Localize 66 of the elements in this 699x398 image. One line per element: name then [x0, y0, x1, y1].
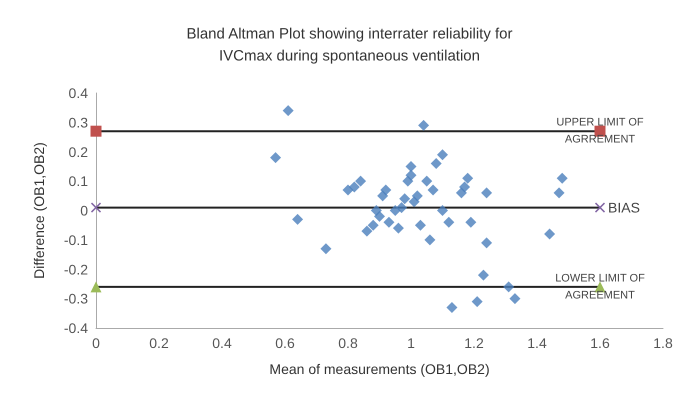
point	[380, 184, 392, 196]
x-tick-label: 0.2	[149, 335, 169, 351]
point	[503, 281, 514, 292]
point	[392, 222, 404, 234]
point	[465, 216, 476, 228]
point	[418, 120, 430, 131]
point	[90, 202, 102, 213]
y-tick-label: -0.4	[64, 320, 88, 336]
x-tick-label: 1.8	[653, 335, 673, 351]
point	[320, 243, 332, 254]
series-label: UPPER LIMIT OF AGRREMENT	[556, 116, 644, 146]
point	[90, 126, 102, 137]
point	[412, 190, 423, 202]
point	[424, 234, 436, 246]
point	[374, 210, 385, 222]
point	[355, 176, 366, 187]
point	[348, 182, 360, 192]
x-tick-label: 0	[92, 335, 100, 351]
y-tick-label: 0	[80, 202, 88, 218]
series-label: BIAS	[608, 200, 640, 216]
point	[396, 202, 408, 214]
point	[481, 187, 492, 198]
y-tick-label: 0.4	[68, 85, 88, 101]
y-tick-label: 0.2	[68, 144, 88, 160]
point	[430, 158, 442, 169]
point	[282, 105, 294, 116]
y-tick-label: -0.1	[64, 232, 88, 248]
point	[292, 214, 304, 225]
y-tick-label: 0.1	[68, 173, 88, 190]
point	[361, 226, 372, 237]
point	[443, 216, 454, 228]
point	[406, 160, 416, 172]
y-axis-title: Difference (OB1,OB2)	[31, 142, 47, 279]
point	[446, 302, 458, 313]
point	[594, 202, 606, 213]
x-tick-label: 0.4	[212, 335, 232, 351]
point	[428, 184, 439, 196]
x-tick-label: 0.8	[338, 335, 358, 351]
point	[462, 172, 474, 184]
x-tick-label: 0.6	[275, 335, 295, 351]
y-tick-label: -0.2	[64, 261, 88, 278]
x-tick-label: 1.4	[527, 335, 547, 351]
point	[478, 270, 489, 281]
x-tick-label: 1.6	[590, 335, 610, 351]
point	[509, 293, 520, 304]
point	[383, 216, 394, 228]
point	[399, 193, 410, 204]
point	[437, 149, 448, 160]
x-tick-label: 1	[407, 335, 416, 351]
chart-title: Bland Altman Plot showing interrater reliability for IVCmax during spontaneous ventilation	[186, 26, 512, 64]
point	[472, 296, 483, 308]
x-axis-title: Mean of measurements (OB1,OB2)	[269, 361, 490, 377]
point	[437, 205, 448, 216]
point	[556, 172, 568, 184]
point	[414, 220, 426, 231]
point	[421, 176, 432, 187]
point	[406, 170, 416, 181]
point	[554, 187, 565, 198]
x-tick-label: 1.2	[464, 335, 484, 351]
point	[368, 220, 379, 231]
point	[270, 152, 282, 164]
y-tick-label: -0.3	[64, 290, 88, 307]
point	[459, 182, 470, 192]
point	[544, 228, 556, 240]
y-tick-label: 0.3	[68, 114, 88, 130]
point	[481, 237, 492, 248]
